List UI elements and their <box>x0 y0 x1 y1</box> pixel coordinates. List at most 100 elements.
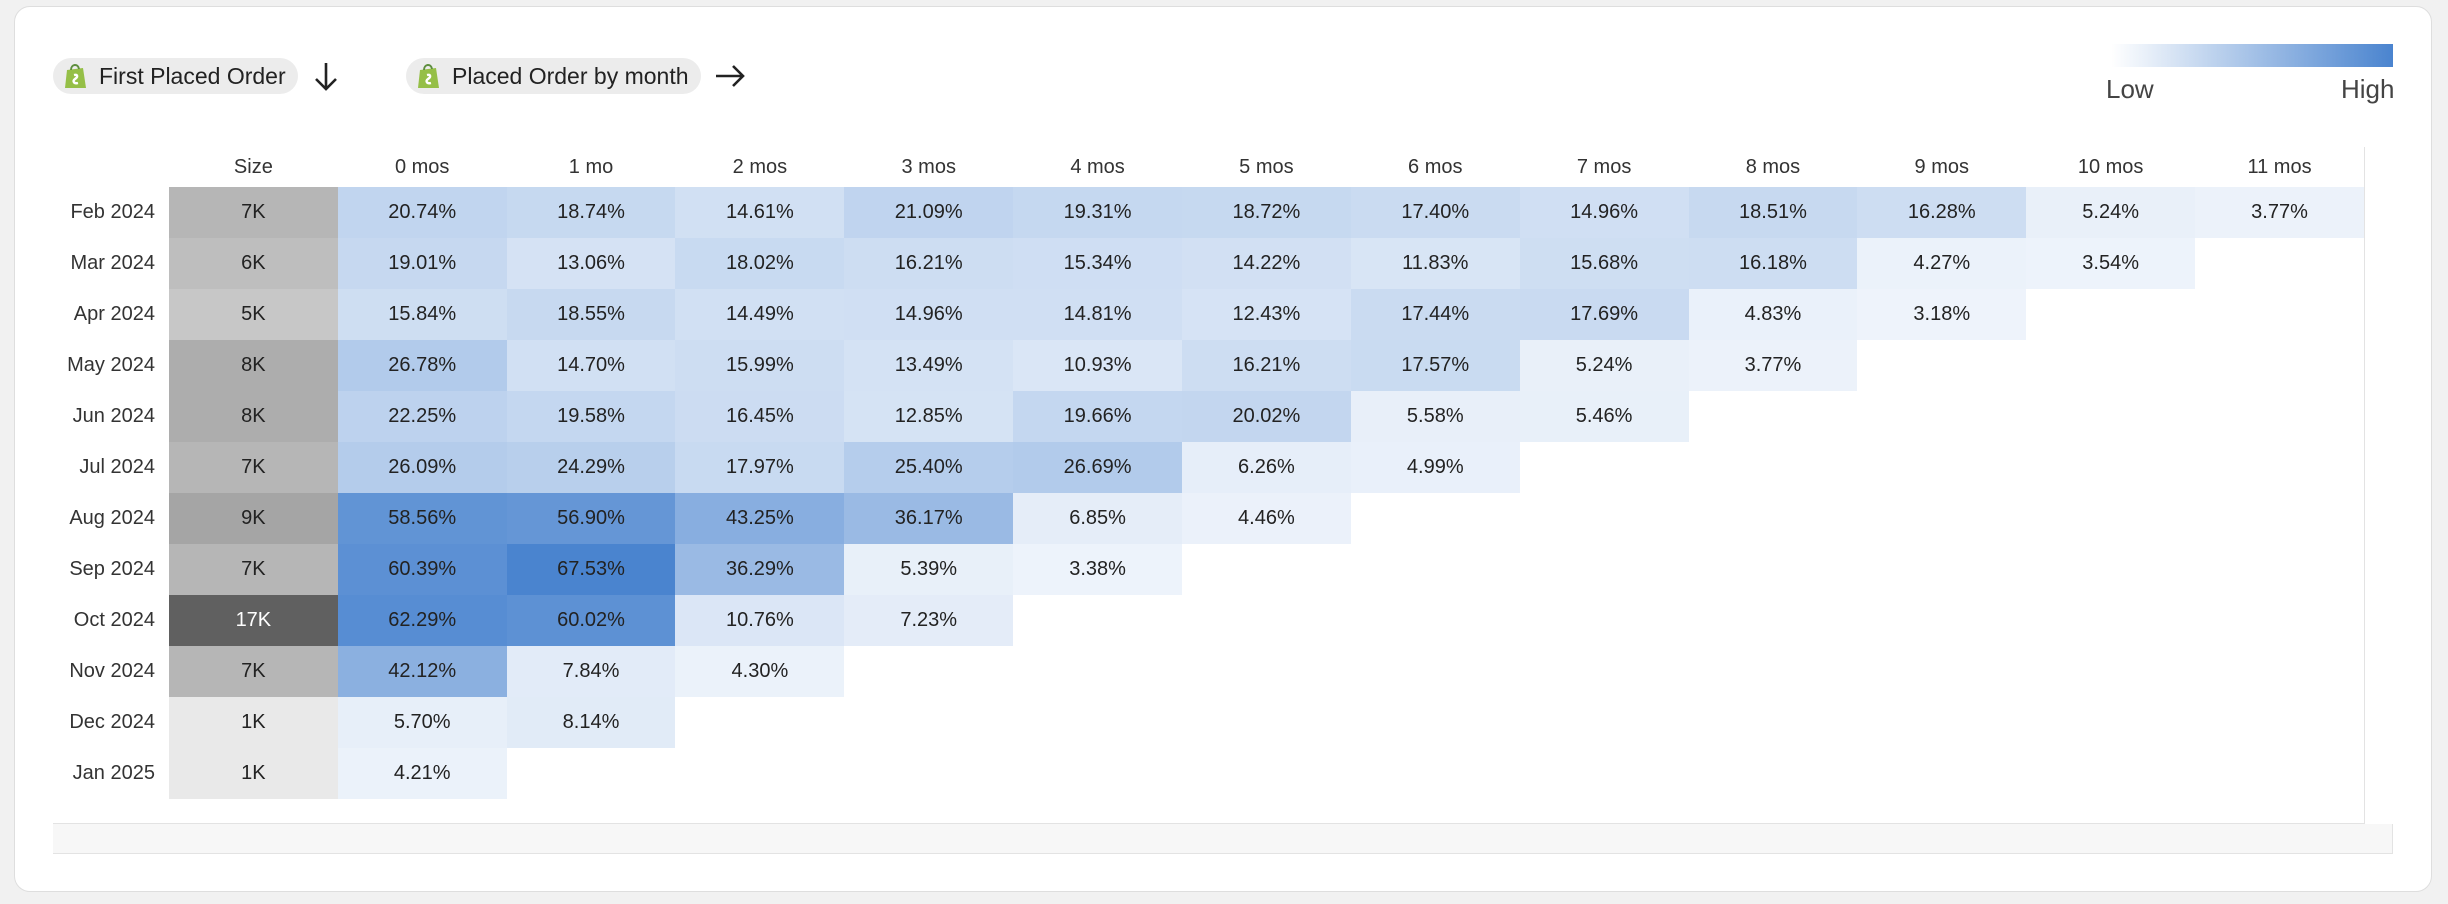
filter-label: Placed Order by month <box>452 62 689 89</box>
size-cell: 8K <box>168 340 338 391</box>
empty-cell <box>844 646 1013 697</box>
retention-cell: 15.68% <box>1519 238 1689 289</box>
row-label: Jun 2024 <box>72 405 155 427</box>
empty-cell <box>1520 697 1689 748</box>
column-header: 3 mos <box>901 155 956 178</box>
retention-cell: 3.38% <box>1013 544 1182 595</box>
table-row: Nov 2024 7K 42.12% 7.84% 4.30% <box>53 646 2364 697</box>
retention-cell: 26.69% <box>1013 442 1182 493</box>
table-row: Feb 2024 7K 20.74% 18.74% 14.61% 21.09% 19.31%… <box>53 187 2364 238</box>
empty-cell <box>1013 595 1182 646</box>
retention-cell: 17.97% <box>675 442 845 493</box>
row-label: Sep 2024 <box>69 558 155 580</box>
empty-cell <box>1182 595 1351 646</box>
retention-cell: 5.39% <box>844 544 1014 595</box>
retention-cell: 10.76% <box>675 595 845 646</box>
retention-cell: 17.44% <box>1350 289 1520 340</box>
table-row: May 2024 8K 26.78% 14.70% 15.99% 13.49% 10.93%… <box>53 340 2364 391</box>
empty-cell <box>1351 595 1520 646</box>
empty-cell <box>2026 442 2195 493</box>
empty-cell <box>1351 646 1520 697</box>
empty-cell <box>1520 748 1689 799</box>
empty-cell <box>1857 697 2026 748</box>
size-cell: 7K <box>168 544 338 595</box>
column-header: 10 mos <box>2077 155 2144 178</box>
retention-cell: 16.21% <box>1181 340 1351 391</box>
empty-cell <box>1351 748 1520 799</box>
retention-cell: 3.18% <box>1857 289 2027 340</box>
row-label: Aug 2024 <box>69 507 155 529</box>
retention-cell: 10.93% <box>1013 340 1182 391</box>
retention-cell: 14.70% <box>506 340 676 391</box>
row-label: May 2024 <box>67 354 155 376</box>
legend-high: High <box>2341 74 2395 104</box>
empty-cell <box>1013 748 1182 799</box>
empty-cell <box>1351 544 1520 595</box>
retention-cell: 5.24% <box>2026 187 2196 238</box>
retention-cell: 18.02% <box>675 238 845 289</box>
retention-cell: 16.28% <box>1857 187 2027 238</box>
retention-cell: 12.43% <box>1181 289 1351 340</box>
retention-cell: 7.23% <box>844 595 1014 646</box>
empty-cell <box>1520 493 1689 544</box>
retention-cell: 58.56% <box>337 493 507 544</box>
empty-cell <box>2195 748 2364 799</box>
retention-cell: 6.26% <box>1181 442 1351 493</box>
retention-cell: 20.02% <box>1181 391 1351 442</box>
empty-cell <box>1689 544 1858 595</box>
row-label: Apr 2024 <box>73 303 155 325</box>
empty-cell <box>1689 493 1858 544</box>
retention-cell: 5.58% <box>1350 391 1520 442</box>
filter-pill[interactable]: First Placed Order <box>53 58 298 94</box>
empty-cell <box>1182 544 1351 595</box>
empty-cell <box>2195 442 2364 493</box>
empty-cell <box>1857 748 2026 799</box>
shopify-icon <box>65 64 86 88</box>
empty-cell <box>675 697 844 748</box>
empty-cell <box>2026 595 2195 646</box>
retention-cell: 16.45% <box>675 391 845 442</box>
size-cell: 9K <box>168 493 338 544</box>
retention-cell: 3.77% <box>1688 340 1858 391</box>
retention-cell: 19.66% <box>1013 391 1182 442</box>
empty-cell <box>2195 697 2364 748</box>
retention-cell: 14.81% <box>1013 289 1182 340</box>
empty-cell <box>2195 391 2364 442</box>
column-header: 5 mos <box>1239 155 1294 178</box>
filter-pill[interactable]: Placed Order by month <box>406 58 701 94</box>
empty-cell <box>507 748 676 799</box>
header-row: Size 0 mos 1 mo 2 mos 3 mos 4 mos 5 mos 6 mos 7 … <box>53 147 2364 187</box>
retention-cell: 19.58% <box>506 391 676 442</box>
retention-cell: 5.70% <box>337 697 507 748</box>
arrow-down[interactable] <box>313 60 339 92</box>
empty-cell <box>1520 442 1689 493</box>
column-header: 9 mos <box>1914 155 1970 178</box>
size-cell: 7K <box>168 442 338 493</box>
retention-cell: 17.40% <box>1350 187 1520 238</box>
empty-cell <box>844 697 1013 748</box>
retention-cell: 18.74% <box>506 187 676 238</box>
retention-cell: 36.29% <box>675 544 845 595</box>
column-header: 2 mos <box>732 155 788 178</box>
arrow-right[interactable] <box>713 60 747 92</box>
retention-cell: 3.54% <box>2026 238 2196 289</box>
retention-cell: 62.29% <box>337 595 507 646</box>
retention-cell: 14.49% <box>675 289 845 340</box>
column-header: 0 mos <box>394 155 450 178</box>
row-label: Jul 2024 <box>79 456 155 478</box>
retention-cell: 4.99% <box>1350 442 1520 493</box>
retention-cell: 14.96% <box>844 289 1014 340</box>
empty-cell <box>1351 697 1520 748</box>
retention-cell: 18.55% <box>506 289 676 340</box>
retention-cell: 24.29% <box>506 442 676 493</box>
retention-cell: 26.78% <box>337 340 507 391</box>
column-header: 8 mos <box>1745 155 1801 178</box>
retention-cell: 15.84% <box>337 289 507 340</box>
size-cell: 8K <box>168 391 338 442</box>
row-label: Jan 2025 <box>72 762 155 784</box>
size-cell: 17K <box>168 595 338 646</box>
empty-cell <box>1689 391 1858 442</box>
empty-cell <box>1857 493 2026 544</box>
empty-cell <box>2026 340 2195 391</box>
size-cell: 6K <box>168 238 338 289</box>
